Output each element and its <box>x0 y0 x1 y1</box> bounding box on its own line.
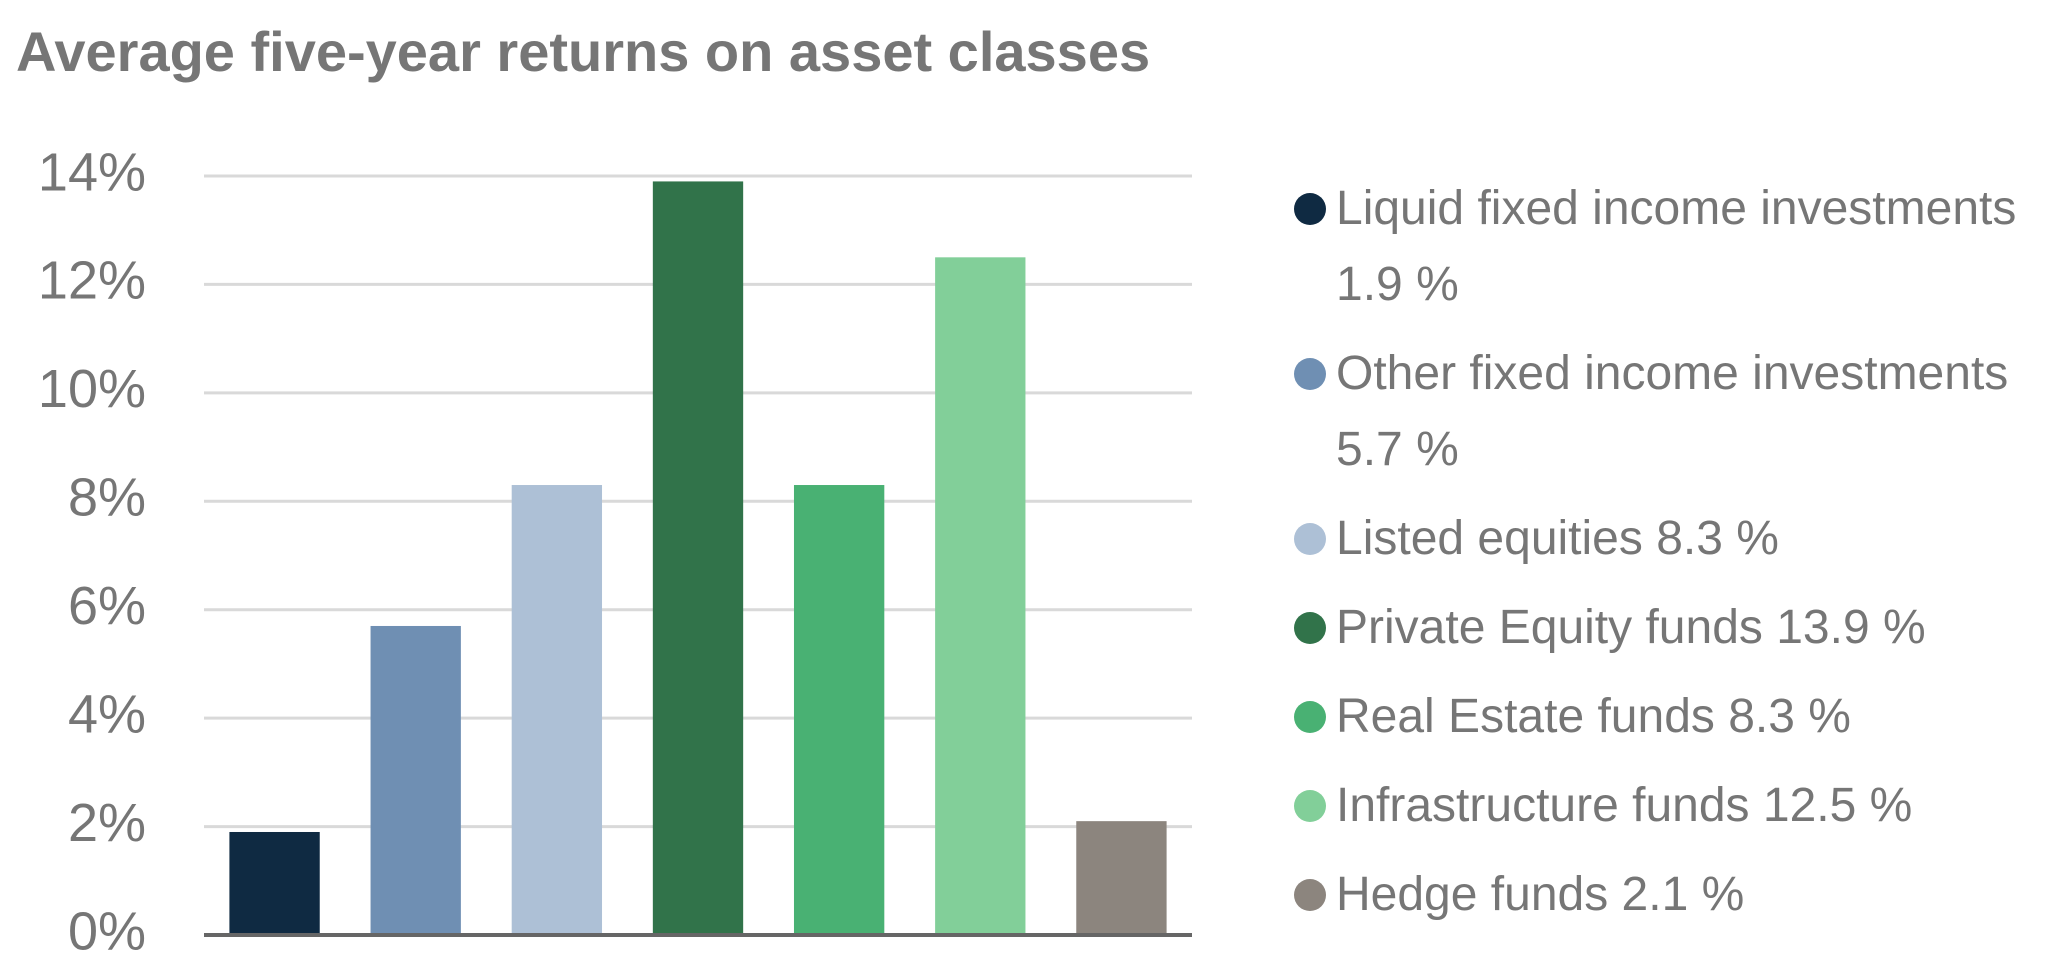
legend: Liquid fixed income investments 1.9 % Oth… <box>1294 171 2036 933</box>
bar <box>229 831 320 935</box>
legend-marker <box>1294 612 1326 644</box>
legend-marker <box>1294 523 1326 555</box>
bar <box>370 625 461 935</box>
legend-label: Hedge funds 2.1 % <box>1336 868 1745 921</box>
legend-marker <box>1294 358 1326 390</box>
legend-marker <box>1294 193 1326 225</box>
legend-label: Liquid fixed income investments 1.9 % <box>1336 182 2017 311</box>
bar <box>511 485 603 935</box>
legend-item: Liquid fixed income investments 1.9 % <box>1294 171 2036 323</box>
legend-label: Listed equities 8.3 % <box>1336 512 1779 565</box>
y-tick-label: 2% <box>68 793 146 853</box>
y-tick-label: 10% <box>38 359 146 419</box>
bar <box>793 485 885 935</box>
y-tick-label: 8% <box>68 468 146 528</box>
y-tick-label: 0% <box>68 901 146 961</box>
legend-item: Hedge funds 2.1 % <box>1294 857 2036 933</box>
legend-marker <box>1294 701 1326 733</box>
y-tick-label: 14% <box>38 142 146 202</box>
chart-title: Average five-year returns on asset class… <box>16 20 1150 83</box>
legend-item: Infrastructure funds 12.5 % <box>1294 768 2036 844</box>
y-tick-label: 4% <box>68 684 146 744</box>
legend-label: Other fixed income investments 5.7 % <box>1336 347 2009 476</box>
legend-item: Other fixed income investments 5.7 % <box>1294 336 2036 488</box>
bar <box>652 181 744 935</box>
legend-item: Real Estate funds 8.3 % <box>1294 679 2036 755</box>
legend-marker <box>1294 790 1326 822</box>
legend-label: Private Equity funds 13.9 % <box>1336 601 1926 654</box>
legend-item: Listed equities 8.3 % <box>1294 501 2036 577</box>
legend-label: Real Estate funds 8.3 % <box>1336 690 1851 743</box>
y-tick-label: 6% <box>68 576 146 636</box>
legend-item: Private Equity funds 13.9 % <box>1294 590 2036 666</box>
y-tick-label: 12% <box>38 251 146 311</box>
bar <box>1076 821 1167 935</box>
legend-marker <box>1294 879 1326 911</box>
legend-label: Infrastructure funds 12.5 % <box>1336 779 1913 832</box>
bar <box>935 257 1026 936</box>
